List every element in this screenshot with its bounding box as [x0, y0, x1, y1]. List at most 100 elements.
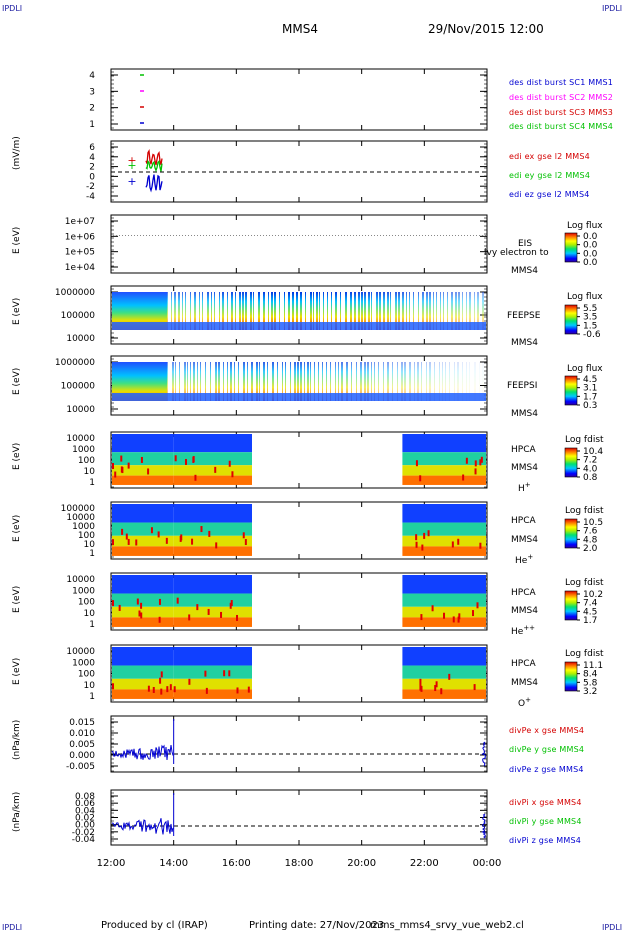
- hpca-hepp-speck: [176, 597, 179, 604]
- eis-dot: [413, 235, 414, 236]
- cbar-tick-label: 0.8: [583, 473, 598, 483]
- feeps-stripe: [194, 292, 196, 330]
- hpca-hepp-speck: [118, 604, 121, 611]
- feeps-stripe: [242, 292, 244, 330]
- eis-dot: [422, 235, 423, 236]
- cbar-tick-label: 11.1: [583, 661, 603, 671]
- ytick-label: 10000: [66, 647, 95, 657]
- eis-dot: [191, 235, 192, 236]
- feeps-stripe: [296, 292, 298, 330]
- hpca-hepp-mid: [173, 593, 252, 607]
- hpca-h-high: [402, 434, 486, 453]
- edi-marker: +: [127, 154, 136, 167]
- hpca-he-low: [402, 546, 486, 556]
- feeps-stripe: [458, 292, 460, 330]
- hpca-hepp-speck: [188, 614, 191, 621]
- eis-dot: [296, 235, 297, 236]
- xtick-label: 18:00: [285, 858, 314, 869]
- feeps-stripe: [455, 292, 457, 330]
- feeps-stripe: [371, 362, 372, 401]
- label-feepsi: FEEPSI: [507, 381, 538, 391]
- feeps-stripe: [256, 362, 258, 401]
- feeps-stripe: [284, 292, 285, 330]
- feeps-stripe: [401, 362, 403, 401]
- eis-dot: [290, 235, 291, 236]
- feeps-stripe: [346, 362, 348, 401]
- hpca-he-lowmid: [173, 535, 252, 547]
- divpi-end-burst: [481, 813, 487, 839]
- feeps-stripe: [285, 362, 286, 401]
- ytick-label: 10: [84, 467, 96, 477]
- feeps-stripe: [364, 362, 366, 401]
- eis-dot: [368, 235, 369, 236]
- label-feepsi-sc: MMS4: [511, 409, 538, 419]
- hpca-h-lowmid: [112, 465, 174, 476]
- feeps-stripe: [439, 362, 440, 401]
- feeps-stripe: [414, 362, 415, 401]
- eis-dot: [200, 235, 201, 236]
- hpca-o-lowmid: [173, 678, 252, 690]
- hpca-hepp-speck: [229, 602, 232, 609]
- ylabel-feepse: E (eV): [12, 297, 22, 325]
- eis-dot: [293, 235, 294, 236]
- feeps-stripe: [300, 292, 302, 330]
- cbar-tick-label: 7.6: [583, 527, 598, 537]
- divpe-end-burst: [481, 741, 487, 767]
- ytick-label: 100: [78, 456, 95, 466]
- hpca-o-speck: [440, 688, 443, 695]
- feeps-stripe: [426, 362, 427, 401]
- eis-dot: [278, 235, 279, 236]
- feeps-stripe: [292, 292, 294, 330]
- legend-burst-sc1: des dist burst SC1 MMS1: [509, 78, 614, 87]
- hpca-hepp-speck: [458, 613, 461, 620]
- feeps-stripe: [253, 292, 254, 330]
- ytick-label: 0.02: [75, 814, 95, 824]
- hpca-h-speck: [192, 456, 195, 463]
- cbar-tick-label: 4.5: [583, 375, 597, 385]
- cbar-tick-label: 0.0: [583, 232, 598, 242]
- hpca-o-speck: [152, 686, 155, 693]
- hpca-he-speck: [165, 537, 168, 544]
- ylabel-edi: (mV/m): [12, 136, 22, 170]
- eis-dot: [356, 235, 357, 236]
- eis-dot: [281, 235, 282, 236]
- edi-marker: +: [127, 159, 136, 172]
- hpca-hepp-speck: [196, 604, 199, 611]
- hpca-o-lowmid: [112, 678, 174, 690]
- feeps-stripe: [409, 292, 410, 330]
- hpca-h-speck: [174, 455, 177, 462]
- cbar-tick-label: 4.0: [583, 464, 598, 474]
- eis-dot: [269, 235, 270, 236]
- feeps-stripe: [239, 292, 241, 330]
- hpca-o-speck: [434, 685, 437, 692]
- cbar-tick-label: 1.5: [583, 321, 597, 331]
- feeps-stripe: [367, 362, 369, 401]
- feeps-stripe: [245, 292, 247, 330]
- cbar-tick-label: 2.0: [583, 544, 598, 554]
- legend-divpe-x: divPe x gse MMS4: [509, 726, 585, 735]
- hpca-hepp-high: [173, 575, 252, 594]
- cbar-tick-label: 10.5: [583, 518, 603, 528]
- eis-dot: [167, 235, 168, 236]
- eis-dot: [335, 235, 336, 236]
- feeps-stripe: [378, 362, 379, 401]
- ylabel-divpi: (nPa/km): [12, 791, 22, 832]
- label-hpca-o-species: O+: [518, 696, 531, 709]
- eis-dot: [473, 235, 474, 236]
- feeps-stripe: [190, 292, 191, 330]
- hpca-he-speck: [157, 531, 160, 538]
- ytick-label: -4: [86, 192, 95, 202]
- hpca-h-speck: [194, 474, 197, 481]
- hpca-hepp-mid: [402, 593, 486, 607]
- eis-dot: [263, 235, 264, 236]
- eis-dot: [377, 235, 378, 236]
- panel-frame: [110, 789, 488, 846]
- cbar-title-hpca-h: Log fdist: [565, 435, 604, 445]
- hpca-h-speck: [480, 456, 483, 463]
- feeps-stripe: [426, 292, 428, 330]
- eis-dot: [461, 235, 462, 236]
- feeps-stripe: [267, 362, 268, 401]
- feeps-stripe: [376, 292, 378, 330]
- eis-dot: [449, 235, 450, 236]
- xtick-label: 12:00: [97, 858, 126, 869]
